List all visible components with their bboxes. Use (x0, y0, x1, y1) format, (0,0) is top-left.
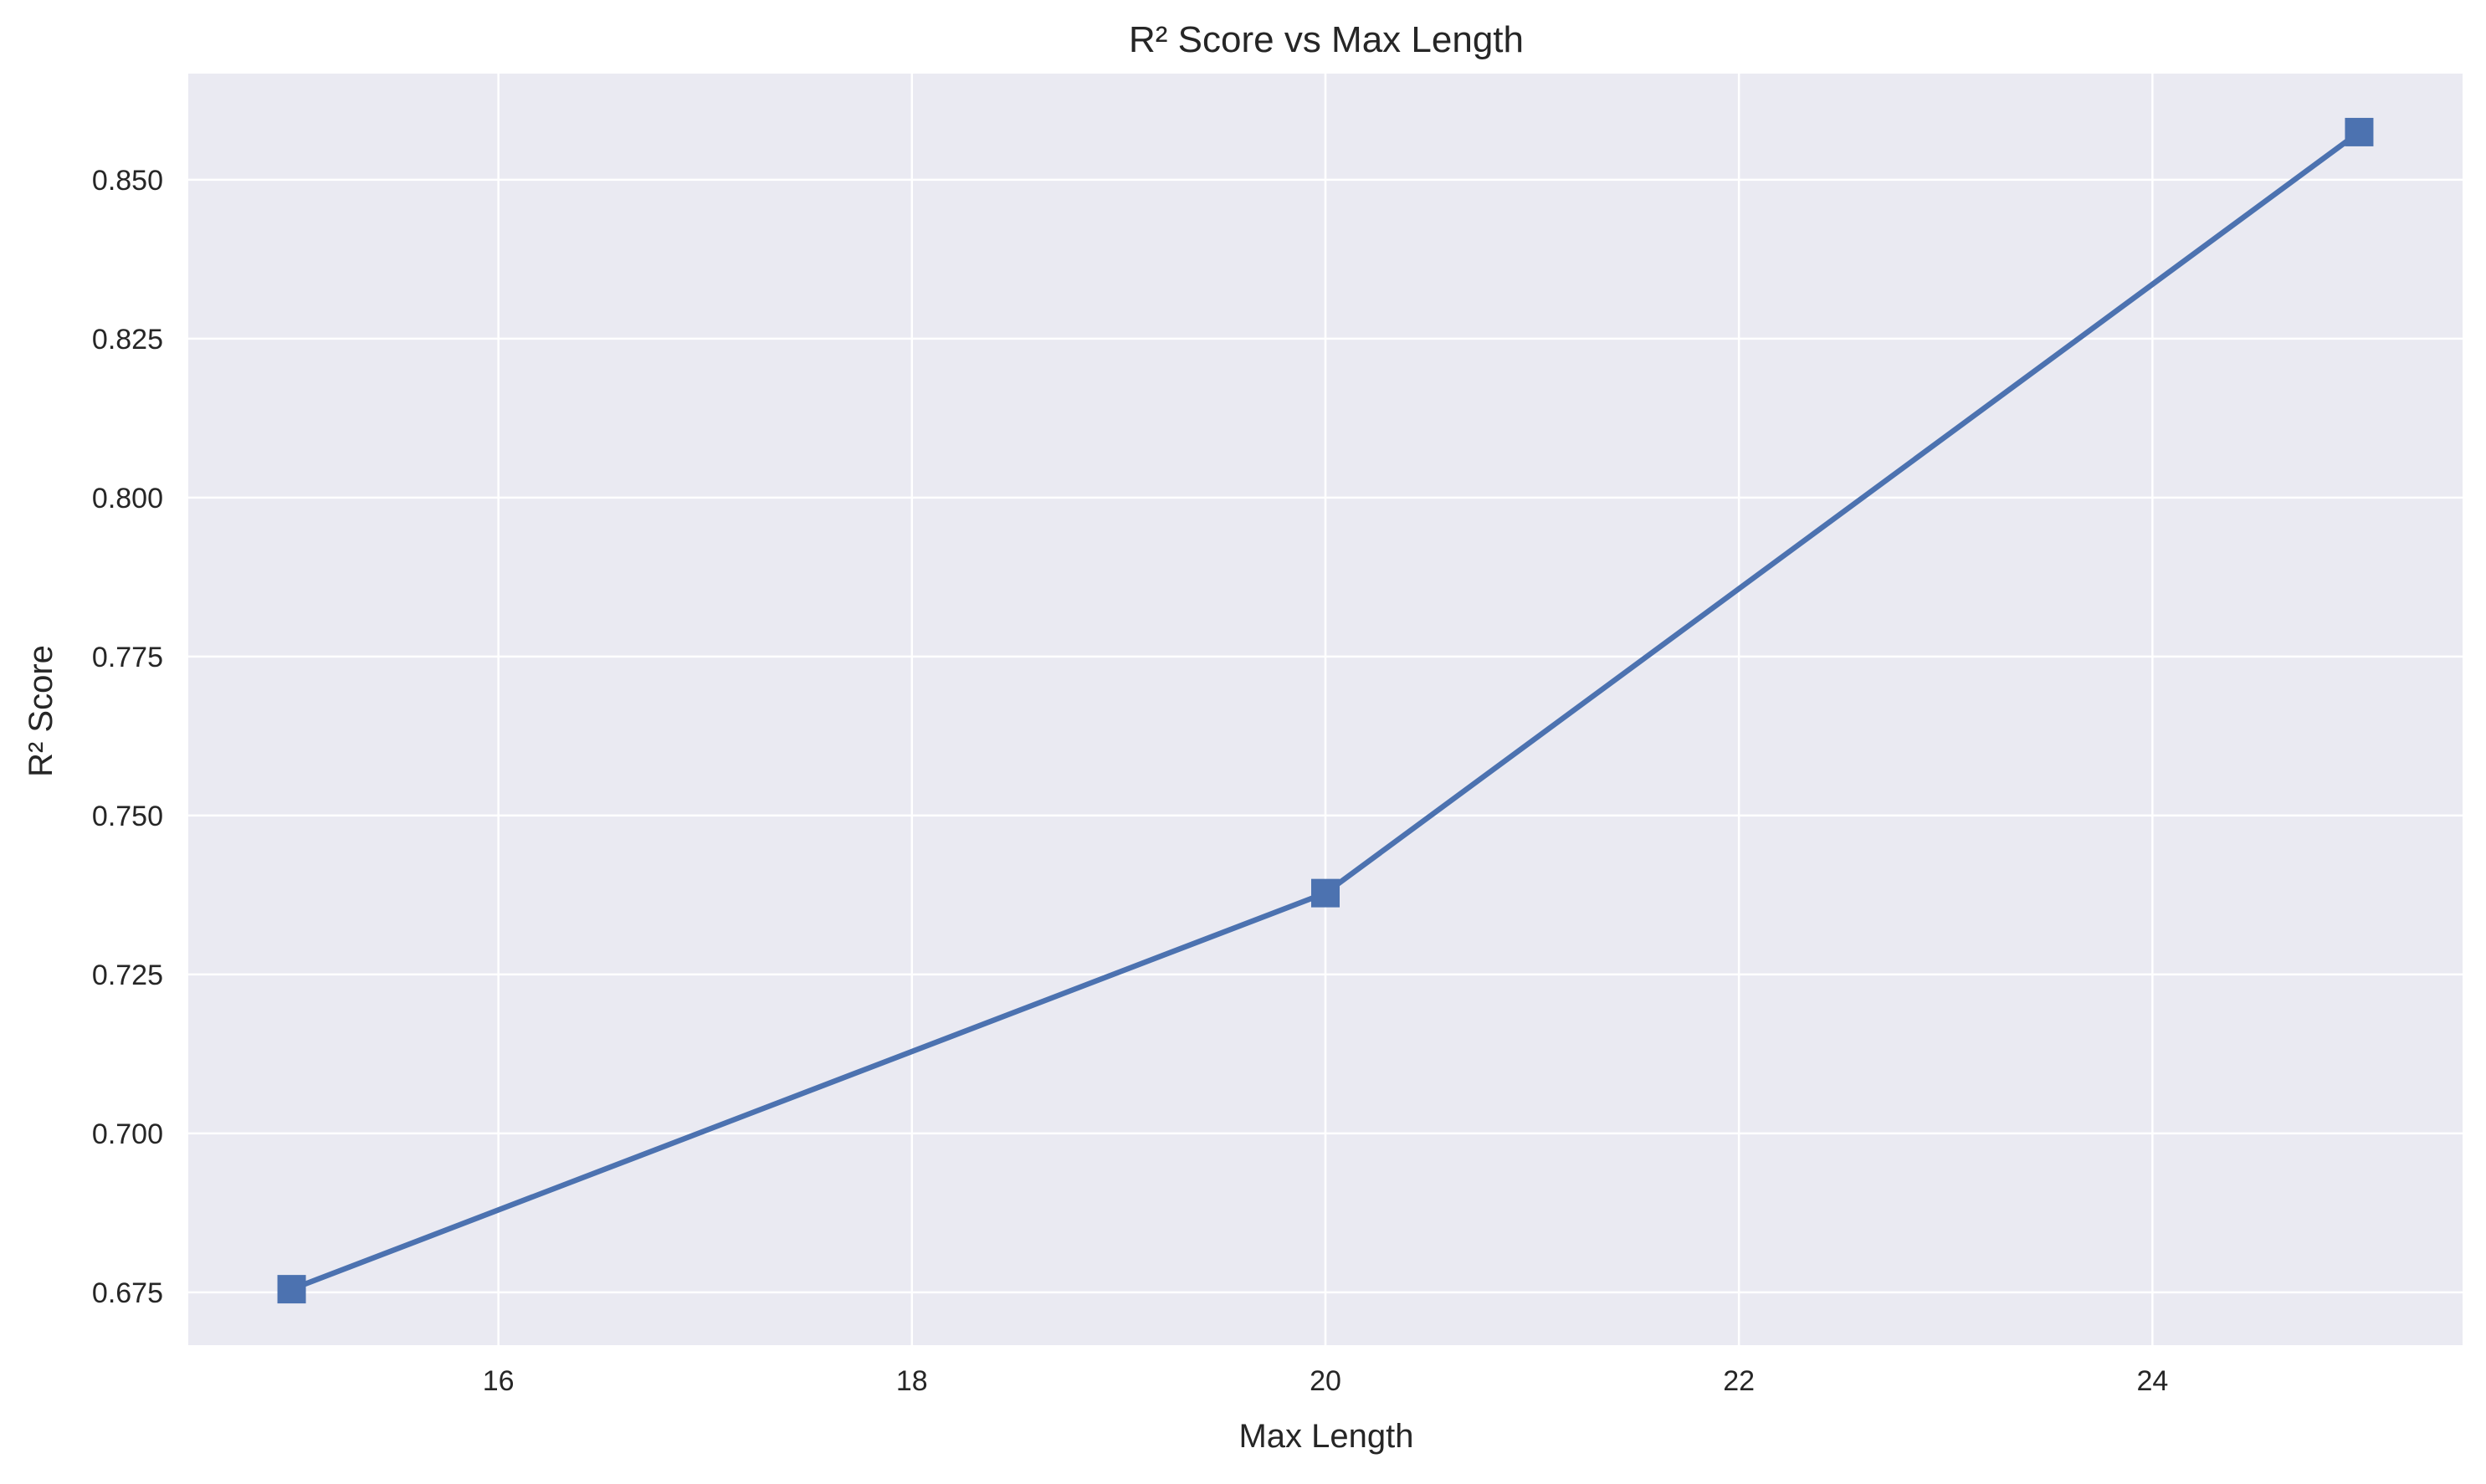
data-point-marker (1311, 878, 1340, 908)
y-tick-label: 0.675 (92, 1277, 163, 1309)
x-axis-label: Max Length (1238, 1418, 1413, 1455)
data-point-marker (277, 1275, 306, 1304)
x-tick-label: 16 (483, 1365, 515, 1397)
y-tick-label: 0.725 (92, 959, 163, 991)
x-tick-label: 22 (1723, 1365, 1755, 1397)
y-axis-ticks: 0.675 0.700 0.725 0.750 0.775 0.800 0.825 0.850 (92, 165, 163, 1309)
chart-title: R² Score vs Max Length (1129, 19, 1524, 60)
y-tick-label: 0.800 (92, 483, 163, 514)
x-tick-label: 24 (2136, 1365, 2168, 1397)
data-point-marker (2345, 117, 2374, 146)
x-tick-label: 18 (896, 1365, 928, 1397)
y-tick-label: 0.825 (92, 324, 163, 356)
y-tick-label: 0.775 (92, 642, 163, 673)
series-layer (277, 117, 2374, 1304)
y-axis-label: R² Score (23, 645, 59, 777)
y-tick-label: 0.750 (92, 801, 163, 832)
y-tick-label: 0.700 (92, 1118, 163, 1150)
x-axis-ticks: 16 18 20 22 24 (483, 1365, 2169, 1397)
x-tick-label: 20 (1310, 1365, 1341, 1397)
y-tick-label: 0.850 (92, 165, 163, 197)
